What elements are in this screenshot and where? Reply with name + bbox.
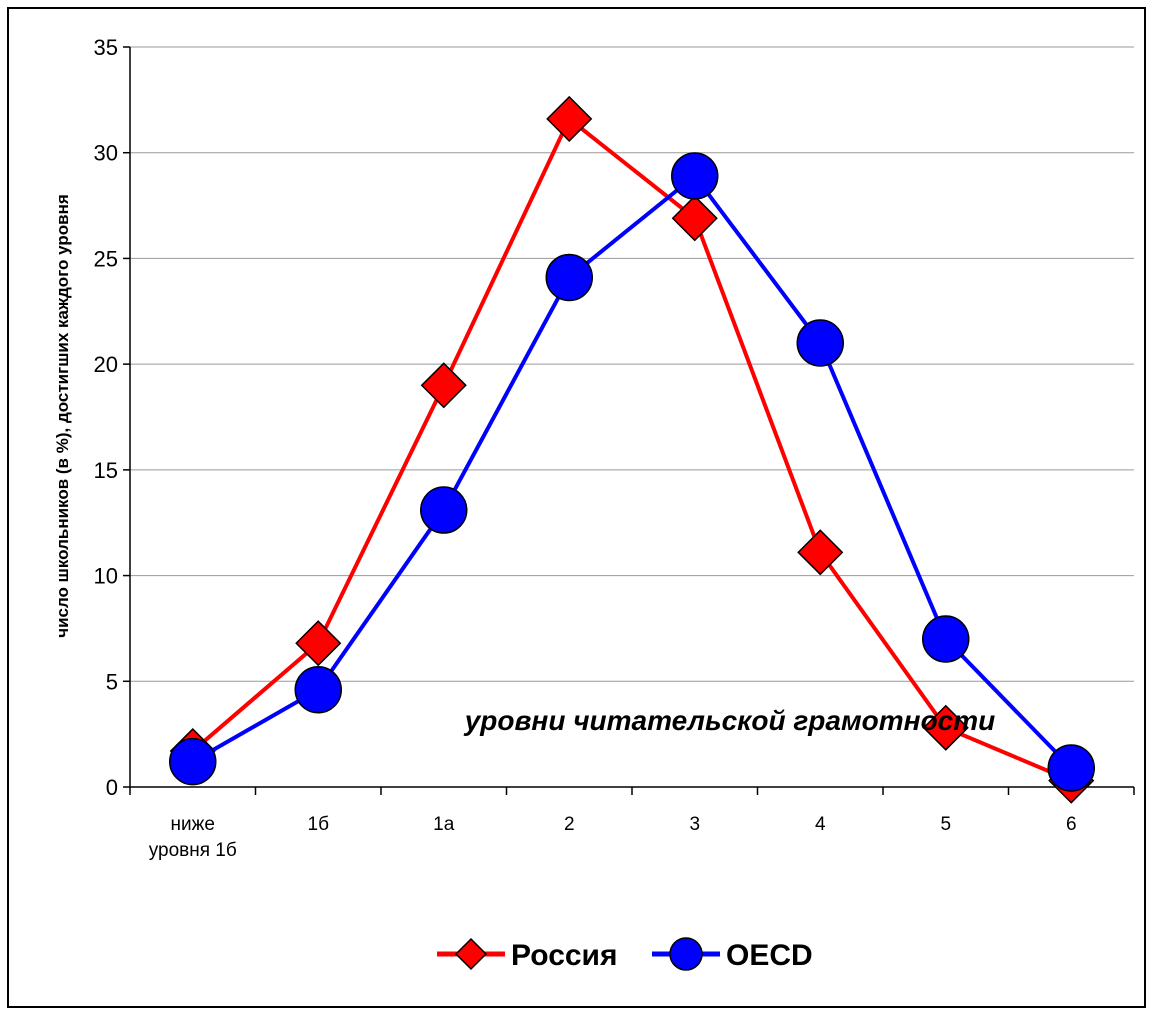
- axes: [123, 46, 1135, 795]
- legend-marker: [669, 937, 703, 971]
- x-tick-label: 2: [564, 814, 575, 835]
- x-tick-label: 6: [1066, 814, 1077, 835]
- legend-item-oecd: OECD: [652, 937, 813, 972]
- data-point: [1047, 744, 1095, 792]
- data-point: [796, 319, 844, 367]
- y-tick-label: 10: [94, 564, 118, 589]
- y-tick-label: 30: [94, 141, 118, 166]
- y-tick-label: 25: [94, 246, 118, 271]
- data-point: [546, 95, 593, 142]
- data-point: [169, 737, 217, 786]
- y-tick-label: 35: [94, 35, 118, 60]
- grid-lines: [130, 46, 1134, 682]
- x-axis-label: уровни читательской грамотности: [463, 705, 996, 736]
- series-oecd: [169, 152, 1095, 792]
- data-point: [797, 529, 844, 576]
- legend-label: OECD: [726, 939, 813, 972]
- series-line: [191, 115, 1073, 783]
- x-tick-label: 4: [815, 814, 826, 835]
- data-point: [420, 486, 468, 534]
- x-tick-label: 1б: [308, 814, 330, 835]
- x-tick-labels: ниже уровня 1б 1б 1а 2 3 4 5 6: [149, 814, 1077, 861]
- data-point: [420, 362, 467, 409]
- y-tick-label: 15: [94, 458, 118, 483]
- data-point: [671, 152, 719, 200]
- y-axis-label: число школьников (в %), достигших каждог…: [53, 194, 72, 638]
- x-tick-label: 1а: [433, 814, 455, 835]
- series-line: [191, 173, 1073, 770]
- x-tick-label: 3: [689, 814, 700, 835]
- data-point: [922, 704, 969, 751]
- data-point: [671, 195, 718, 242]
- series-layer: [169, 95, 1095, 804]
- y-tick-label: 0: [106, 775, 118, 800]
- chart-frame: [7, 7, 1146, 1008]
- y-tick-label: 20: [94, 352, 118, 377]
- x-tick-label: ниже уровня 1б: [149, 814, 237, 861]
- legend-item-russia: Россия: [437, 937, 618, 972]
- data-point: [295, 620, 342, 667]
- y-tick-label: 5: [106, 669, 118, 694]
- data-point: [294, 665, 342, 714]
- legend: Россия OECD: [437, 937, 813, 972]
- data-point: [922, 615, 970, 663]
- y-tick-labels: 0 5 10 15 20 25 30 35: [94, 35, 118, 800]
- legend-marker: [454, 937, 488, 971]
- x-tick-label: 5: [940, 814, 951, 835]
- data-point: [545, 253, 593, 302]
- legend-label: Россия: [511, 939, 618, 972]
